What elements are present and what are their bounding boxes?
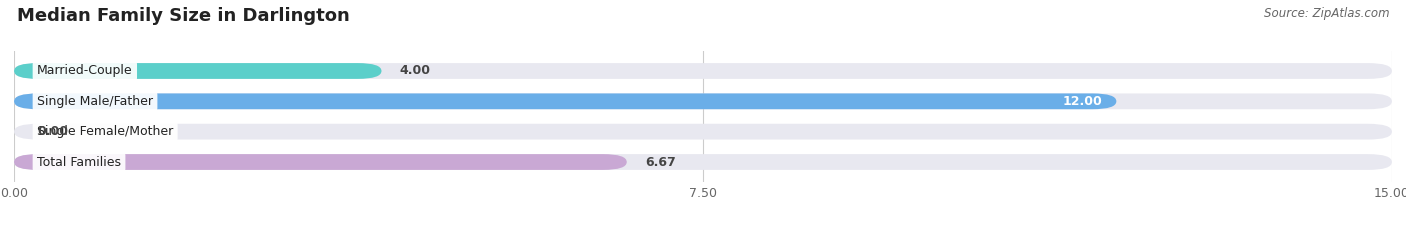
Text: 0.00: 0.00 <box>37 125 67 138</box>
FancyBboxPatch shape <box>14 63 381 79</box>
FancyBboxPatch shape <box>14 63 1392 79</box>
FancyBboxPatch shape <box>14 154 627 170</box>
Text: Single Male/Father: Single Male/Father <box>37 95 153 108</box>
Text: Total Families: Total Families <box>37 155 121 168</box>
FancyBboxPatch shape <box>14 154 1392 170</box>
Text: Single Female/Mother: Single Female/Mother <box>37 125 173 138</box>
Text: 4.00: 4.00 <box>399 65 430 78</box>
Text: 12.00: 12.00 <box>1063 95 1102 108</box>
FancyBboxPatch shape <box>14 93 1116 109</box>
Text: Median Family Size in Darlington: Median Family Size in Darlington <box>17 7 350 25</box>
Text: Source: ZipAtlas.com: Source: ZipAtlas.com <box>1264 7 1389 20</box>
Text: 6.67: 6.67 <box>645 155 676 168</box>
FancyBboxPatch shape <box>14 93 1392 109</box>
FancyBboxPatch shape <box>14 124 1392 140</box>
Text: Married-Couple: Married-Couple <box>37 65 132 78</box>
